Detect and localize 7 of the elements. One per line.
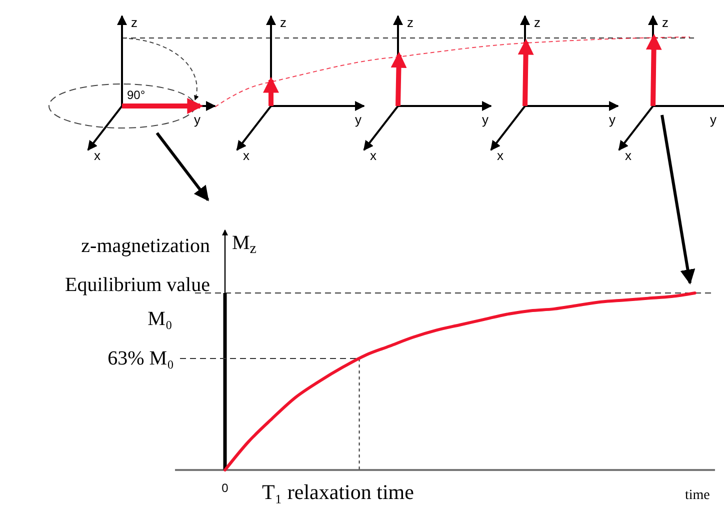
text: 0 bbox=[222, 481, 229, 495]
ref-line-label: 63% M₀ bbox=[108, 347, 174, 370]
y-axis-title: z-magnetization bbox=[81, 235, 210, 257]
x-axis-title: T₁ relaxation time bbox=[262, 480, 414, 504]
ref-line-label: Equilibrium value M₀ bbox=[65, 274, 210, 330]
text: time bbox=[685, 488, 710, 503]
text: M$_{z}$ bbox=[232, 232, 257, 257]
